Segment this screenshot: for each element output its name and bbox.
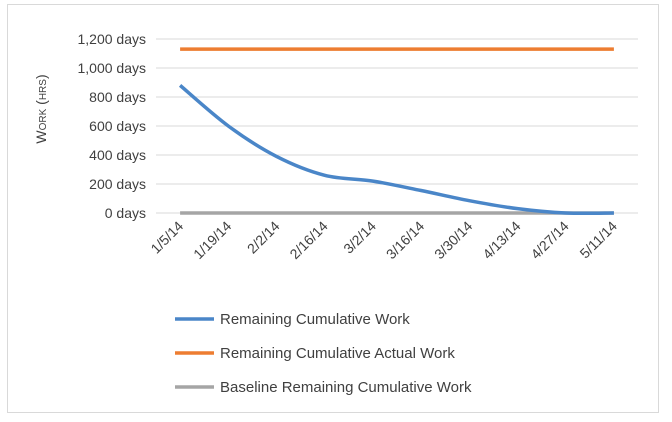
legend-label-remaining-cumulative-work: Remaining Cumulative Work xyxy=(220,311,410,328)
legend: Remaining Cumulative Work Remaining Cumul… xyxy=(175,311,472,396)
y-tick-label: 800 days xyxy=(89,89,146,105)
y-tick-label: 400 days xyxy=(89,147,146,163)
x-tick-label: 1/19/14 xyxy=(190,218,234,262)
x-tick-label: 2/16/14 xyxy=(286,218,330,262)
y-tick-label: 200 days xyxy=(89,176,146,192)
chart-frame: 0 days 200 days 400 days 600 days 800 days 1,… xyxy=(7,4,659,413)
series-line-remaining-cumulative-work xyxy=(178,84,614,216)
y-tick-label: 1,000 days xyxy=(78,60,147,76)
legend-label-remaining-cumulative-actual-work: Remaining Cumulative Actual Work xyxy=(220,345,455,362)
x-tick-label: 4/13/14 xyxy=(479,218,523,262)
gridlines xyxy=(156,38,638,214)
x-tick-label: 3/16/14 xyxy=(383,218,427,262)
y-axis-title: Work (hrs) xyxy=(33,74,49,143)
legend-label-baseline-remaining-cumulative-work: Baseline Remaining Cumulative Work xyxy=(220,379,472,396)
x-tick-label: 3/30/14 xyxy=(431,218,475,262)
x-tick-label: 5/11/14 xyxy=(576,218,620,262)
x-axis-tick-labels: 1/5/14 1/19/14 2/2/14 2/16/14 3/2/14 3/16/14 3… xyxy=(147,218,620,262)
y-tick-label: 1,200 days xyxy=(78,31,147,47)
x-tick-label: 4/27/14 xyxy=(527,218,571,262)
x-tick-label: 3/2/14 xyxy=(340,218,379,257)
y-tick-label: 0 days xyxy=(105,205,146,221)
y-axis-tick-labels: 0 days 200 days 400 days 600 days 800 days 1,… xyxy=(78,31,147,221)
x-tick-label: 1/5/14 xyxy=(147,218,186,257)
x-tick-label: 2/2/14 xyxy=(244,218,283,257)
y-tick-label: 600 days xyxy=(89,118,146,134)
series-lines xyxy=(178,47,614,216)
line-chart: 0 days 200 days 400 days 600 days 800 days 1,… xyxy=(33,31,638,396)
